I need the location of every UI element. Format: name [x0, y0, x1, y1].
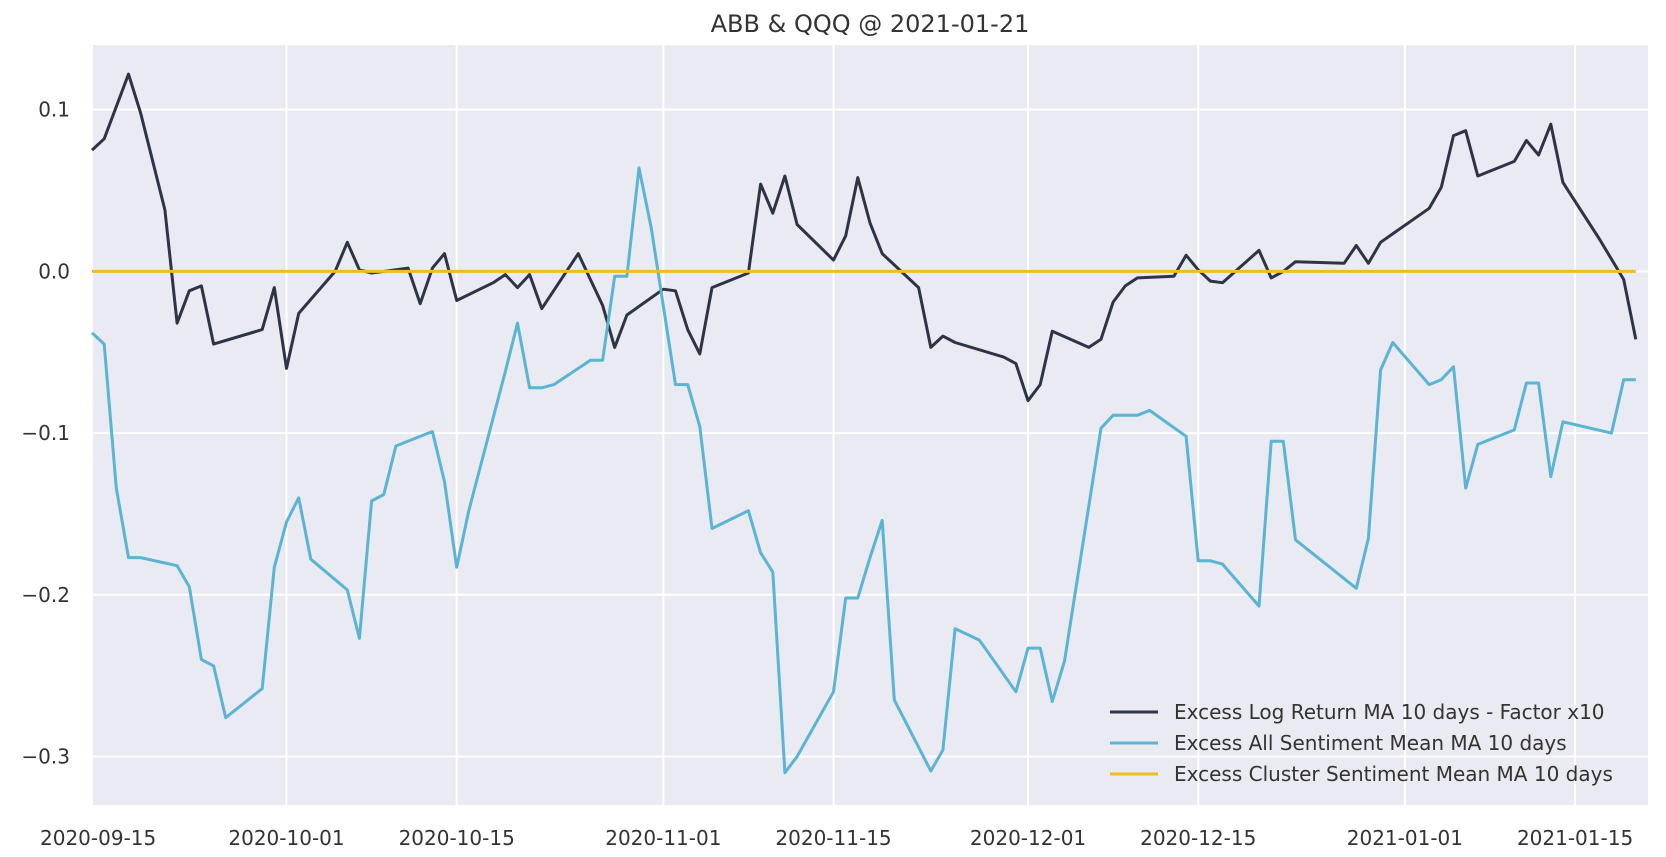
x-tick-label: 2020-09-15	[40, 826, 156, 850]
legend-label-excess-cluster-sentiment: Excess Cluster Sentiment Mean MA 10 days	[1174, 762, 1613, 786]
y-tick-label: 0.1	[38, 98, 70, 122]
x-axis-tick-labels: 2020-09-15 2020-10-01 2020-10-15 2020-11-01…	[40, 826, 1633, 850]
x-tick-label: 2020-12-01	[970, 826, 1086, 850]
x-tick-label: 2021-01-15	[1517, 826, 1633, 850]
y-tick-label: −0.3	[21, 744, 70, 768]
y-tick-label: −0.2	[21, 583, 70, 607]
plot-background	[92, 45, 1648, 805]
legend-label-excess-all-sentiment: Excess All Sentiment Mean MA 10 days	[1174, 731, 1567, 755]
x-tick-label: 2020-11-15	[775, 826, 891, 850]
y-tick-label: −0.1	[21, 421, 70, 445]
x-tick-label: 2020-10-01	[228, 826, 344, 850]
chart-title: ABB & QQQ @ 2021-01-21	[711, 10, 1030, 38]
x-tick-label: 2021-01-01	[1347, 826, 1463, 850]
series-layer	[90, 72, 1638, 775]
series-line-0	[90, 72, 1638, 403]
y-tick-label: 0.0	[38, 259, 70, 283]
legend: Excess Log Return MA 10 days - Factor x1…	[1110, 700, 1613, 786]
x-tick-label: 2020-12-15	[1140, 826, 1256, 850]
y-axis-tick-labels: 0.1 0.0 −0.1 −0.2 −0.3	[21, 98, 70, 769]
x-tick-label: 2020-11-01	[605, 826, 721, 850]
x-tick-label: 2020-10-15	[399, 826, 515, 850]
legend-label-excess-log-return: Excess Log Return MA 10 days - Factor x1…	[1174, 700, 1605, 724]
series-line-1	[90, 166, 1636, 775]
